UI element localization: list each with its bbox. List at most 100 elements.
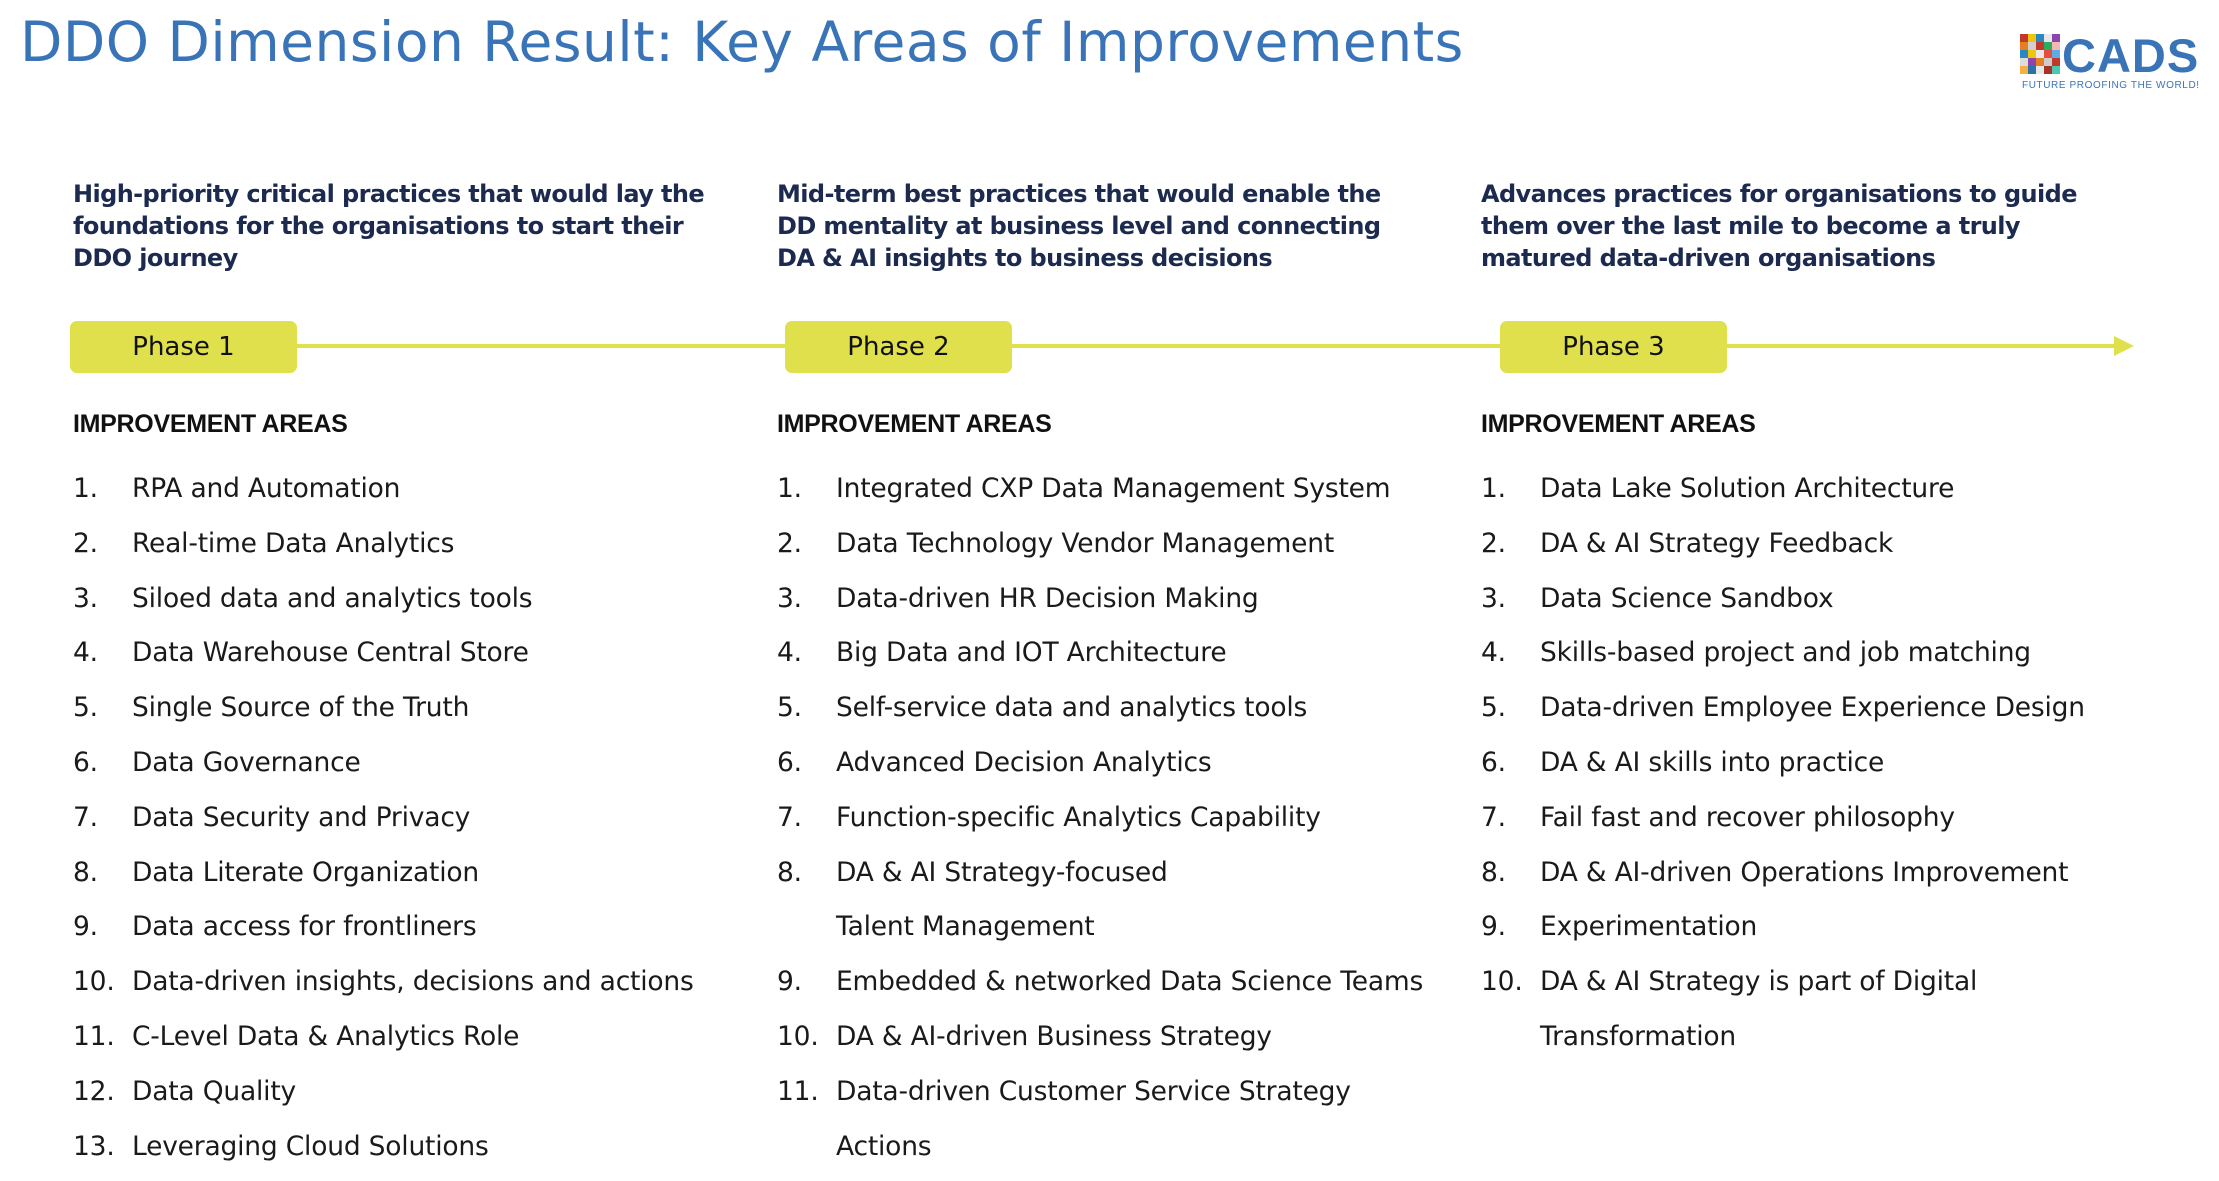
item-text: Embedded & networked Data Science Teams [836, 966, 1424, 998]
item-number: 1. [777, 473, 802, 504]
item-number: 4. [1481, 637, 1506, 669]
item-text: Skills-based project and job matching [1540, 637, 2031, 669]
phase-1-areas-heading: IMPROVEMENT AREAS [73, 410, 348, 438]
item-number: 9. [777, 966, 802, 998]
item-text: Data Governance [132, 746, 361, 778]
item-text: RPA and Automation [132, 473, 401, 504]
item-text: Siloed data and analytics tools [132, 582, 533, 614]
item-text: DA & AI Strategy-focused Talent Manageme… [836, 856, 1168, 943]
item-text: DA & AI-driven Operations Improvement [1540, 856, 2069, 888]
item-number: 11. [73, 1020, 115, 1052]
item-number: 5. [73, 692, 98, 724]
list-item: 1. Data Lake Solution Architecture [1481, 462, 2141, 517]
item-number: 7. [1481, 801, 1506, 833]
item-number: 7. [777, 801, 802, 833]
item-number: 10. [1481, 966, 1523, 998]
list-item: 8. DA & AI-driven Operations Improvement [1481, 846, 2141, 901]
item-number: 8. [73, 856, 98, 888]
list-item: 2. Real-time Data Analytics [73, 517, 753, 572]
phase-2-areas-heading: IMPROVEMENT AREAS [777, 410, 1052, 438]
phase-1-pill: Phase 1 [70, 321, 297, 373]
item-number: 5. [777, 692, 802, 724]
list-item: 9. Data access for frontliners [73, 900, 753, 955]
item-text: C-Level Data & Analytics Role [132, 1020, 520, 1052]
item-text: Single Source of the Truth [132, 692, 470, 724]
item-text: Big Data and IOT Architecture [836, 637, 1227, 669]
list-item: 10. Data-driven insights, decisions and a… [73, 955, 753, 1010]
item-number: 8. [777, 856, 802, 888]
item-text: Data-driven insights, decisions and acti… [132, 966, 694, 998]
list-item: 6. DA & AI skills into practice [1481, 736, 2141, 791]
list-item: 1. Integrated CXP Data Management System [777, 462, 1457, 517]
item-number: 8. [1481, 856, 1506, 888]
item-number: 4. [777, 637, 802, 669]
list-item: 11. Data-driven Customer Service Strategy… [777, 1065, 1396, 1175]
item-text: Data Technology Vendor Management [836, 527, 1335, 559]
list-item: 3. Siloed data and analytics tools [73, 572, 753, 627]
item-number: 10. [777, 1020, 819, 1052]
item-number: 3. [1481, 582, 1506, 614]
item-text: Leveraging Cloud Solutions [132, 1130, 489, 1162]
list-item: 7. Function-specific Analytics Capability [777, 791, 1457, 846]
item-number: 10. [73, 966, 115, 998]
item-text: DA & AI Strategy Feedback [1540, 527, 1894, 559]
phase-2-improvement-list: 1. Integrated CXP Data Management System … [777, 462, 1457, 1174]
list-item: 11. C-Level Data & Analytics Role [73, 1010, 753, 1065]
item-number: 6. [1481, 746, 1506, 778]
item-text: Data Science Sandbox [1540, 582, 1834, 614]
list-item: 7. Data Security and Privacy [73, 791, 753, 846]
phase-3-areas-heading: IMPROVEMENT AREAS [1481, 410, 1756, 438]
item-text: Data-driven HR Decision Making [836, 582, 1259, 614]
list-item: 6. Data Governance [73, 736, 753, 791]
list-item: 12. Data Quality [73, 1065, 753, 1120]
item-number: 2. [777, 527, 802, 559]
item-number: 12. [73, 1075, 115, 1107]
item-number: 9. [1481, 911, 1506, 943]
list-item: 10. DA & AI Strategy is part of Digital T… [1481, 955, 2020, 1065]
item-text: Data Security and Privacy [132, 801, 471, 833]
list-item: 4. Big Data and IOT Architecture [777, 626, 1457, 681]
list-item: 9. Experimentation [1481, 900, 2141, 955]
list-item: 13. Leveraging Cloud Solutions [73, 1120, 753, 1175]
item-number: 3. [73, 582, 98, 614]
item-text: DA & AI skills into practice [1540, 746, 1885, 778]
item-text: Data Lake Solution Architecture [1540, 473, 1955, 504]
phase-1-improvement-list: 1. RPA and Automation 2. Real-time Data An… [73, 462, 753, 1174]
item-number: 7. [73, 801, 98, 833]
item-text: Data-driven Employee Experience Design [1540, 692, 2085, 724]
item-text: Advanced Decision Analytics [836, 746, 1212, 778]
item-text: Data Warehouse Central Store [132, 637, 529, 669]
item-number: 2. [1481, 527, 1506, 559]
item-text: Data-driven Customer Service Strategy Ac… [836, 1075, 1351, 1162]
item-number: 4. [73, 637, 98, 669]
item-text: Data Quality [132, 1075, 296, 1107]
item-number: 11. [777, 1075, 819, 1107]
item-number: 6. [777, 746, 802, 778]
logo-wordmark: CADS [2062, 29, 2200, 82]
item-number: 6. [73, 746, 98, 778]
phase-3-improvement-list: 1. Data Lake Solution Architecture 2. DA &… [1481, 462, 2141, 1065]
item-number: 3. [777, 582, 802, 614]
list-item: 5. Single Source of the Truth [73, 681, 753, 736]
phase-3-pill: Phase 3 [1500, 321, 1727, 373]
list-item: 5. Data-driven Employee Experience Design [1481, 681, 2141, 736]
list-item: 2. Data Technology Vendor Management [777, 517, 1457, 572]
timeline-arrow-icon [2114, 336, 2134, 356]
item-text: DA & AI-driven Business Strategy [836, 1020, 1272, 1052]
list-item: 8. DA & AI Strategy-focused Talent Manage… [777, 846, 1236, 956]
list-item: 7. Fail fast and recover philosophy [1481, 791, 2141, 846]
phase-2-description: Mid-term best practices that would enabl… [777, 180, 1381, 272]
list-item: 3. Data Science Sandbox [1481, 572, 2141, 627]
item-number: 9. [73, 911, 98, 943]
item-text: Self-service data and analytics tools [836, 692, 1308, 724]
item-text: Data Literate Organization [132, 856, 479, 888]
list-item: 9. Embedded & networked Data Science Team… [777, 955, 1457, 1010]
cads-logo: CADS FUTURE PROOFING THE WORLD! [2020, 29, 2210, 94]
item-text: Fail fast and recover philosophy [1540, 801, 1955, 833]
item-number: 5. [1481, 692, 1506, 724]
logo-tagline: FUTURE PROOFING THE WORLD! [2022, 80, 2200, 91]
list-item: 8. Data Literate Organization [73, 846, 753, 901]
item-text: Function-specific Analytics Capability [836, 801, 1321, 833]
list-item: 4. Skills-based project and job matching [1481, 626, 2141, 681]
phase-2-pill: Phase 2 [785, 321, 1012, 373]
